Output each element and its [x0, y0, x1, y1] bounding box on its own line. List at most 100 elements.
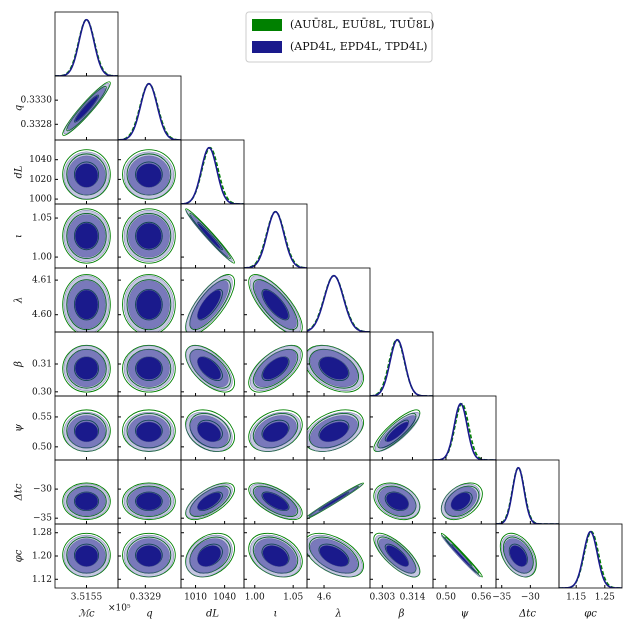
panel — [117, 267, 182, 333]
density-curve — [559, 530, 622, 588]
panel — [117, 139, 182, 205]
panel: −35 −30 — [492, 523, 560, 603]
contour — [450, 545, 471, 567]
panel — [243, 459, 308, 525]
panel-body — [185, 532, 235, 578]
density-curve — [181, 146, 244, 204]
legend-label: (APD4L, EPD4L, TPD4L) — [290, 40, 427, 53]
density-curve — [433, 402, 496, 460]
panel-body — [122, 149, 176, 200]
y-tick-label: 1.20 — [32, 552, 52, 562]
panel-body — [307, 532, 364, 578]
panel — [306, 395, 371, 461]
contour — [122, 482, 176, 521]
panel — [243, 203, 308, 269]
contour — [261, 491, 290, 512]
contour — [308, 536, 359, 574]
contour — [307, 409, 364, 452]
contour — [136, 421, 162, 443]
panel — [495, 459, 560, 525]
y-axis-label: Δtc — [14, 483, 25, 501]
panel — [306, 267, 371, 333]
legend-swatch — [252, 41, 282, 53]
y-tick-label: 0.3330 — [21, 96, 53, 106]
panel: 1.00 1.05 — [243, 523, 308, 603]
panel — [180, 267, 245, 333]
contour — [319, 356, 349, 380]
panel-body — [185, 409, 235, 452]
contour — [499, 532, 537, 578]
y-tick-label: −30 — [33, 485, 52, 495]
contour — [189, 412, 231, 449]
density-curve — [559, 530, 622, 588]
contour — [319, 545, 349, 567]
contour — [135, 491, 163, 512]
contour — [62, 482, 111, 521]
panel-body — [496, 466, 559, 524]
contour — [66, 213, 107, 259]
contour — [262, 421, 289, 443]
panel-body — [62, 149, 111, 200]
contour — [189, 279, 231, 331]
x-axis-label: dL — [206, 609, 219, 620]
contour — [189, 213, 231, 259]
panel — [243, 267, 308, 333]
y-tick-label: 1000 — [29, 195, 52, 205]
panel-body — [373, 482, 421, 521]
panel-body — [373, 409, 421, 452]
panel-frame — [117, 75, 182, 141]
panel — [180, 395, 245, 461]
axis-offset: ×10⁵ — [108, 604, 131, 614]
contour — [252, 279, 299, 331]
panel-body — [307, 482, 364, 521]
panel — [54, 11, 119, 77]
contour — [62, 274, 111, 332]
contour — [377, 485, 417, 517]
contour — [122, 208, 176, 264]
y-tick-label: −35 — [33, 514, 52, 524]
contour — [197, 222, 222, 250]
panel-body — [62, 274, 111, 332]
panel: −35 −30 — [33, 459, 119, 525]
panel-body — [248, 532, 303, 578]
panel: 4.6 — [306, 523, 371, 603]
panel-body — [122, 208, 176, 264]
panel-frame — [558, 523, 623, 589]
x-tick-label: 1010 — [184, 593, 207, 603]
panel-body — [440, 482, 483, 521]
contour — [385, 492, 409, 511]
contour — [450, 492, 471, 511]
density-curve — [181, 146, 244, 204]
contour — [319, 492, 349, 511]
panel-body — [370, 338, 433, 396]
y-axis-label: λ — [14, 297, 25, 304]
panel-body — [185, 344, 235, 393]
density-curve — [307, 274, 370, 332]
density-curve — [55, 18, 118, 76]
contour — [248, 274, 303, 332]
x-tick-label: 1.25 — [595, 593, 615, 603]
x-axis-label: λ — [334, 609, 341, 620]
y-tick-label: 0.3328 — [21, 120, 53, 130]
contour — [74, 356, 99, 380]
contour — [74, 95, 99, 122]
x-axis-label: q — [146, 609, 152, 620]
contour — [74, 289, 99, 320]
x-tick-label: 0.50 — [436, 593, 456, 603]
panel-body — [122, 344, 176, 393]
contour — [73, 221, 100, 251]
x-axis-label: Δtc — [518, 609, 536, 620]
panel-body — [559, 530, 622, 588]
contour — [262, 492, 289, 511]
contour — [319, 421, 349, 443]
contour — [197, 289, 222, 320]
contour — [377, 412, 417, 449]
panel-body — [244, 210, 307, 268]
contour — [126, 213, 172, 259]
contour — [62, 344, 111, 393]
panel — [180, 459, 245, 525]
y-tick-label: 1040 — [29, 155, 52, 165]
legend-frame — [245, 11, 433, 63]
contour — [252, 485, 299, 517]
